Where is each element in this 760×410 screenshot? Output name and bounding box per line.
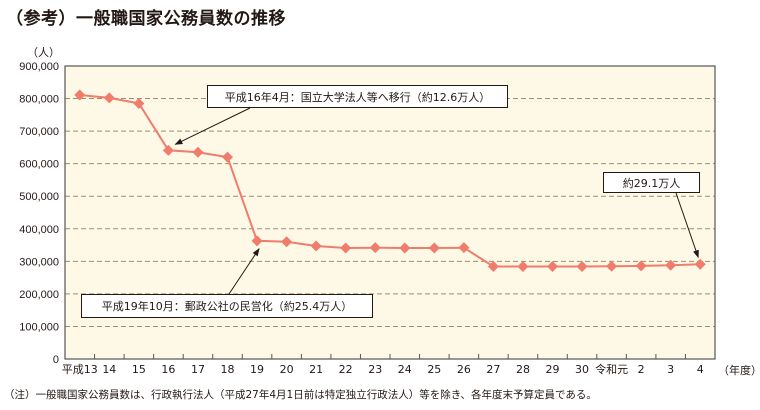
x-tick-label: 令和元 — [595, 362, 628, 376]
x-tick-label: 19 — [250, 363, 264, 376]
y-tick-label: 900,000 — [19, 61, 59, 73]
annotation-arrow-h19 — [228, 247, 260, 295]
x-tick-label: 22 — [339, 363, 353, 376]
annotation-arrow-r4 — [675, 192, 699, 259]
x-tick-label: 16 — [161, 363, 175, 376]
x-tick-label: 21 — [309, 363, 323, 376]
y-tick-label: 300,000 — [19, 256, 59, 268]
annotation-h19-postal: 平成19年10月：郵政公社の民営化（約25.4万人） — [81, 294, 373, 318]
x-tick-label: 29 — [546, 363, 560, 376]
y-tick-label: 800,000 — [19, 94, 59, 106]
data-point-marker — [222, 151, 233, 163]
data-point-marker — [635, 260, 647, 272]
data-point-marker — [606, 260, 618, 272]
data-point-marker — [517, 261, 529, 273]
x-tick-label: 30 — [575, 363, 589, 376]
x-tick-label: 4 — [697, 363, 704, 376]
data-point-marker — [428, 242, 440, 254]
data-point-marker — [665, 259, 677, 271]
x-tick-label: 14 — [102, 363, 116, 376]
data-point-marker — [103, 92, 115, 104]
data-point-marker — [547, 261, 558, 273]
y-axis-unit: （人） — [27, 46, 60, 59]
x-tick-label: 平成13 — [62, 363, 98, 376]
data-point-marker — [369, 242, 381, 254]
y-tick-label: 400,000 — [19, 224, 59, 236]
data-point-marker — [281, 236, 293, 248]
x-tick-label: 20 — [280, 363, 294, 376]
data-point-marker — [310, 240, 322, 252]
data-line — [79, 94, 701, 268]
chart-title: （参考）一般職国家公務員数の推移 — [6, 9, 286, 29]
y-tick-label: 200,000 — [19, 289, 59, 301]
y-tick-label: 100,000 — [19, 321, 59, 333]
annotation-arrow-h16 — [174, 107, 251, 145]
data-point-marker — [399, 242, 411, 254]
y-tick-label: 500,000 — [19, 191, 59, 203]
data-point-marker — [162, 144, 174, 156]
x-tick-label: 18 — [221, 363, 235, 376]
annotation-r4-total: 約29.1万人 — [603, 172, 700, 193]
x-axis-unit: （年度） — [718, 364, 760, 377]
y-tick-label: 0 — [53, 354, 59, 366]
data-point-marker — [458, 242, 470, 254]
annotation-text: 平成16年4月：国立大学法人等へ移行（約12.6万人） — [224, 90, 491, 104]
y-tick-label: 600,000 — [19, 159, 59, 171]
x-tick-label: 26 — [457, 363, 471, 376]
x-tick-label: 24 — [398, 363, 412, 376]
data-point-marker — [251, 235, 263, 247]
x-tick-label: 2 — [638, 363, 645, 376]
x-tick-label: 15 — [132, 363, 146, 376]
data-point-marker — [576, 261, 588, 273]
data-point-marker — [487, 261, 499, 273]
x-tick-label: 17 — [191, 363, 205, 376]
x-tick-label: 27 — [486, 363, 500, 376]
y-tick-label: 700,000 — [19, 126, 59, 138]
annotation-h16-university: 平成16年4月：国立大学法人等へ移行（約12.6万人） — [207, 85, 508, 108]
data-point-marker — [694, 258, 706, 270]
x-tick-label: 28 — [516, 363, 530, 376]
annotation-text: 約29.1万人 — [622, 176, 681, 190]
data-point-marker — [74, 89, 86, 101]
annotation-text: 平成19年10月：郵政公社の民営化（約25.4万人） — [101, 300, 353, 313]
footnote: （注）一般職国家公務員数は、行政執行法人（平成27年4月1日前は特定独立行政法人… — [4, 389, 597, 401]
x-tick-label: 3 — [667, 363, 674, 376]
x-tick-label: 25 — [427, 363, 441, 376]
data-point-marker — [192, 146, 204, 158]
data-point-marker — [133, 97, 145, 109]
data-point-marker — [340, 242, 352, 254]
x-tick-label: 23 — [368, 363, 382, 376]
